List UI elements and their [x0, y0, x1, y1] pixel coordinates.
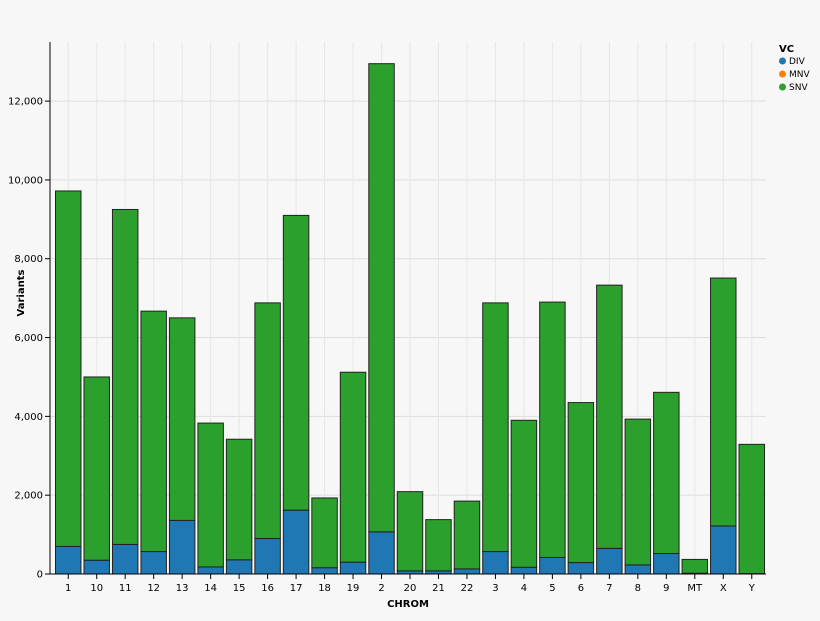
bar-snv-1	[55, 190, 82, 547]
bar-snv-9	[653, 391, 680, 555]
bar-snv-5	[539, 301, 566, 558]
bar-div-17	[282, 509, 310, 575]
bar-div-6	[567, 562, 595, 575]
x-tick-label: 13	[176, 583, 189, 594]
bar-snv-21	[425, 519, 452, 572]
x-tick-label: Y	[748, 583, 756, 594]
bar-div-15	[225, 559, 253, 575]
bar-div-1	[55, 545, 82, 575]
bar-div-11	[111, 543, 139, 575]
x-tick-label: 17	[290, 583, 303, 594]
x-tick-label: 22	[461, 583, 474, 594]
y-tick-label: 6,000	[14, 333, 43, 344]
bar-div-19	[339, 561, 367, 575]
bar-div-4	[510, 566, 538, 575]
legend-swatch-div	[779, 57, 786, 65]
x-tick-label: 14	[204, 583, 217, 594]
bar-div-x	[710, 525, 737, 575]
x-tick-label: 10	[90, 583, 103, 594]
x-tick-label: 8	[635, 583, 641, 594]
x-tick-label: 3	[492, 583, 498, 594]
bar-div-13	[168, 519, 196, 575]
bar-snv-13	[168, 317, 196, 521]
bar-snv-20	[396, 491, 424, 572]
x-tick-label: 19	[347, 583, 360, 594]
bar-div-18	[311, 567, 338, 575]
x-tick-label: 20	[404, 583, 417, 594]
x-tick-label: 1	[65, 583, 71, 594]
x-tick-label: 5	[549, 583, 555, 594]
x-tick-label: 4	[521, 583, 527, 594]
x-tick-label: 11	[119, 583, 132, 594]
legend: VC DIV MNV SNV	[779, 44, 810, 93]
y-tick-label: 2,000	[14, 491, 43, 502]
bar-snv-x	[710, 277, 737, 527]
y-tick-label: 10,000	[8, 175, 43, 186]
bar-snv-3	[482, 302, 509, 553]
bar-div-14	[197, 566, 224, 575]
bar-div-22	[453, 568, 481, 575]
x-axis-title: CHROM	[387, 599, 429, 610]
legend-swatch-mnv	[779, 70, 786, 78]
legend-label-mnv: MNV	[789, 70, 810, 80]
bar-snv-y	[738, 443, 766, 575]
bar-div-16	[254, 538, 281, 575]
bar-snv-10	[83, 376, 110, 561]
y-tick-label: 4,000	[14, 412, 43, 423]
y-tick-label: 0	[37, 570, 43, 581]
x-tick-label: 6	[578, 583, 584, 594]
bar-snv-16	[254, 302, 281, 540]
bar-snv-18	[311, 497, 338, 569]
bar-snv-14	[197, 422, 224, 568]
x-tick-label: 18	[318, 583, 331, 594]
legend-label-div: DIV	[789, 57, 806, 67]
x-tick-label: 12	[147, 583, 160, 594]
bar-snv-12	[140, 310, 167, 553]
x-tick-label: 15	[233, 583, 246, 594]
bar-snv-6	[567, 402, 595, 564]
legend-label-snv: SNV	[789, 83, 808, 93]
bar-snv-17	[282, 214, 310, 511]
x-tick-label: MT	[687, 583, 703, 594]
bar-div-3	[482, 551, 509, 575]
y-tick-label: 12,000	[8, 97, 43, 108]
x-tick-label: X	[720, 583, 727, 594]
bar-snv-8	[624, 418, 652, 566]
bar-div-2	[368, 531, 395, 575]
bar-div-8	[624, 564, 652, 575]
x-tick-label: 2	[378, 583, 384, 594]
bar-snv-11	[111, 208, 139, 545]
bars	[55, 63, 766, 575]
bar-div-12	[140, 551, 167, 575]
bar-snv-22	[453, 500, 481, 570]
bar-snv-19	[339, 371, 367, 563]
bar-div-5	[539, 556, 566, 575]
y-axis-title: Variants	[16, 270, 27, 317]
bar-div-7	[596, 547, 623, 575]
x-tick-label: 21	[432, 583, 445, 594]
x-tick-label: 9	[663, 583, 669, 594]
y-tick-label: 8,000	[14, 254, 43, 265]
legend-title: VC	[779, 44, 794, 55]
bar-snv-4	[510, 419, 538, 568]
x-axis: 1 10 11 12 13 14 15 16 17 18 19 2 20 21 22 3 4 5 6 7 8 9 MT X Y	[50, 573, 766, 594]
y-axis: 0 2,000 4,000 6,000 8,000 10,000 12,000	[8, 42, 51, 581]
bar-snv-2	[368, 63, 395, 533]
bar-snv-15	[225, 438, 253, 561]
legend-swatch-snv	[779, 83, 786, 91]
bar-snv-7	[596, 284, 623, 549]
bar-div-10	[83, 559, 110, 575]
x-tick-label: 7	[606, 583, 612, 594]
bar-snv-mt	[681, 558, 709, 574]
bar-div-9	[653, 553, 680, 575]
x-tick-label: 16	[261, 583, 274, 594]
